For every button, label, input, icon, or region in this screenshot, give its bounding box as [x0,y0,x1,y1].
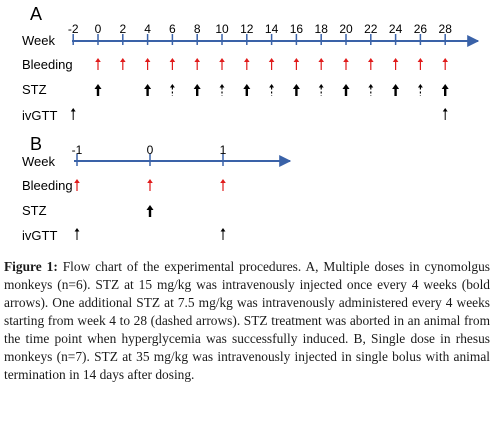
panel-b-week-label: Week [22,154,55,169]
ivgtt-arrow-icon [442,108,448,120]
bleeding-arrow-icon [120,58,126,70]
panel-b-stz-label: STZ [22,203,47,218]
panel-a-label: A [30,4,42,24]
panel-a-stz-label: STZ [22,82,47,97]
panel-a-tick-label: 20 [339,22,353,36]
stz-dashed-arrow-icon [219,84,225,96]
panel-b-marks [74,179,226,240]
stz-bold-arrow-icon [193,84,201,96]
caption-lead: Figure 1: [4,259,58,274]
panel-b-tick-label: -1 [72,143,83,157]
panel-b-tick-label: 1 [220,143,227,157]
bleeding-arrow-icon [417,58,424,70]
panel-b-bleeding-label: Bleeding [22,178,73,193]
bleeding-arrow-icon [244,58,250,70]
panel-a-tick-label: 8 [194,22,201,36]
stz-dashed-arrow-icon [417,84,423,96]
bleeding-arrow-icon [392,58,399,70]
timeline-diagram: A Week Bleeding STZ ivGTT -2 0 2 4 6 8 10 12 14 1… [22,4,480,243]
stz-bold-arrow-icon [144,84,152,96]
stz-bold-arrow-icon [94,84,102,96]
bleeding-arrow-icon [368,58,374,70]
bleeding-arrow-icon [144,58,151,70]
panel-a-tick-label: 6 [169,22,176,36]
stz-bold-arrow-icon [243,84,251,96]
panel-a-marks [70,58,449,120]
ivgtt-arrow-icon [220,228,226,240]
panel-a-bleeding-label: Bleeding [22,57,73,72]
panel-a-ivgtt-label: ivGTT [22,108,57,123]
panel-a-tick-label: 24 [389,22,403,36]
panel-a-tick-label: 22 [364,22,378,36]
panel-a-tick-label: 16 [290,22,304,36]
bleeding-arrow-icon [219,58,225,70]
panel-a-tick-label: -2 [68,22,79,36]
figure-caption: Figure 1: Flow chart of the experimental… [4,258,490,384]
stz-bold-arrow-icon [392,84,400,96]
bleeding-arrow-icon [318,58,324,70]
ivgtt-arrow-icon [74,228,80,240]
panel-a-tick-label: 14 [265,22,279,36]
bleeding-arrow-icon [220,179,226,191]
bleeding-arrow-icon [169,58,176,70]
panel-a-tick-label: 26 [414,22,428,36]
panel-a-tick-label: 0 [95,22,102,36]
stz-bold-arrow-icon [441,84,449,96]
panel-a-tick-label: 18 [315,22,329,36]
panel-b-ticks: -1 0 1 [72,143,227,166]
caption-text: Flow chart of the experimental procedure… [4,259,490,382]
panel-b-ivgtt-label: ivGTT [22,228,57,243]
panel-a-ticks: -2 0 2 4 6 8 10 12 14 16 18 20 22 24 26 28 [68,22,452,45]
stz-bold-arrow-icon [342,84,350,96]
bleeding-arrow-icon [194,58,200,70]
panel-a-tick-label: 28 [439,22,453,36]
panel-a-week-label: Week [22,33,55,48]
stz-bold-arrow-icon [146,205,154,217]
panel-b-tick-label: 0 [147,143,154,157]
bleeding-arrow-icon [147,179,153,191]
bleeding-arrow-icon [442,58,448,70]
stz-bold-arrow-icon [292,84,300,96]
stz-dashed-arrow-icon [368,84,374,96]
panel-a-tick-label: 4 [144,22,151,36]
stz-dashed-arrow-icon [318,84,324,96]
panel-a-tick-label: 10 [215,22,229,36]
bleeding-arrow-icon [268,58,275,70]
ivgtt-arrow-icon [70,108,76,120]
panel-a-tick-label: 2 [119,22,126,36]
stz-dashed-arrow-icon [269,84,275,96]
bleeding-arrow-icon [74,179,80,191]
panel-b-label: B [30,134,42,154]
bleeding-arrow-icon [95,58,101,70]
bleeding-arrow-icon [293,58,300,70]
panel-a-tick-label: 12 [240,22,254,36]
bleeding-arrow-icon [343,58,349,70]
stz-dashed-arrow-icon [169,84,175,96]
